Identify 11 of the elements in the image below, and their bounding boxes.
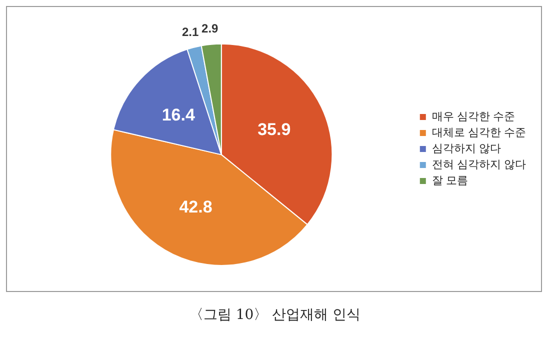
legend-label: 대체로 심각한 수준	[432, 127, 526, 139]
legend-label: 심각하지 않다	[432, 143, 501, 155]
legend-label: 잘 모름	[432, 175, 468, 187]
data-label: 35.9	[258, 120, 291, 140]
data-label: 2.9	[202, 21, 219, 36]
data-label: 42.8	[179, 198, 212, 217]
text: 〈그림 10〉 산업재해 인식	[188, 306, 362, 324]
data-label: 2.1	[182, 24, 199, 39]
data-label: 16.4	[162, 106, 196, 125]
legend-label: 매우 심각한 수준	[432, 111, 516, 123]
legend-label: 전혀 심각하지 않다	[432, 159, 526, 171]
